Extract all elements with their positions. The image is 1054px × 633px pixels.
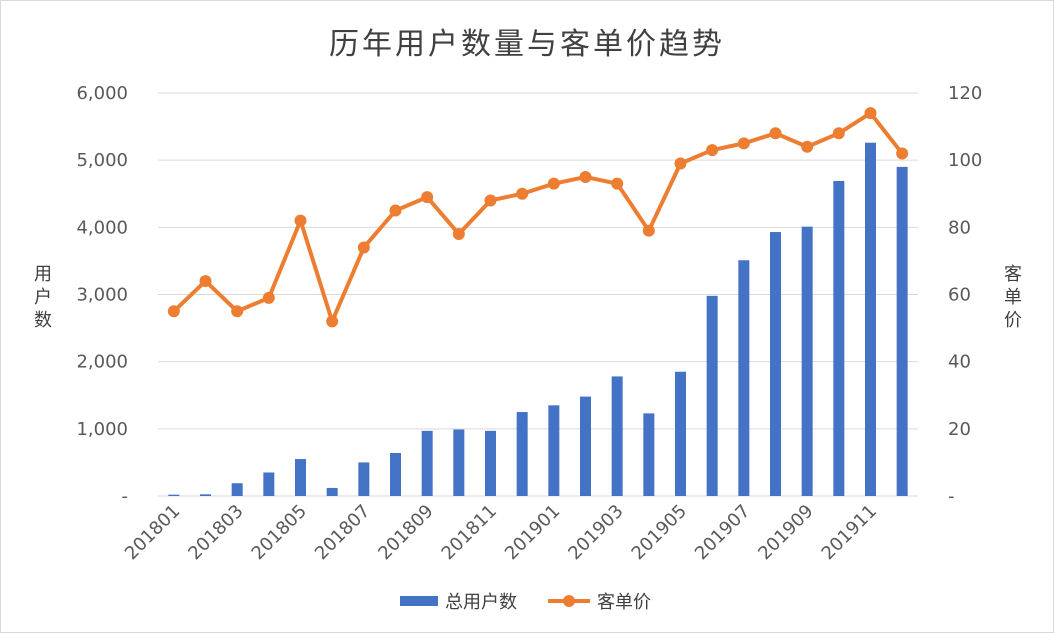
x-tick-label: 201901 [501, 501, 564, 564]
bar [611, 376, 623, 496]
line-point [167, 305, 180, 318]
bar-series-total-users [168, 142, 908, 496]
line-point [896, 147, 909, 160]
left-axis-ticks: - 1,000 2,000 3,000 4,000 5,000 6,000 [76, 83, 128, 507]
right-tick-label: 20 [948, 419, 971, 440]
x-tick-label: 201903 [564, 501, 627, 564]
line-point [294, 214, 307, 227]
bar [833, 180, 845, 496]
axis-title-char: 数 [34, 310, 52, 331]
bar [896, 166, 908, 496]
legend-swatch-marker [563, 595, 575, 607]
x-tick-label: 201807 [311, 501, 374, 564]
line-point [199, 275, 212, 288]
bar [770, 232, 781, 496]
legend-label-avg-price: 客单价 [597, 592, 651, 613]
line-point [357, 241, 370, 254]
left-tick-label: 6,000 [76, 83, 128, 104]
x-tick-label: 201805 [248, 501, 311, 564]
bar [706, 295, 718, 496]
line-point [452, 228, 465, 241]
x-axis-ticks: 201801 201803 201805 201807 201809 201811 2019… [121, 501, 881, 564]
line-point [769, 127, 782, 140]
left-tick-label: 4,000 [76, 217, 128, 238]
left-axis-title: 用户数 [34, 264, 52, 331]
chart-title: 历年用户数量与客单价趋势 [329, 27, 725, 62]
bar [580, 396, 591, 496]
line-point [611, 177, 624, 190]
line-point [706, 144, 719, 157]
bar [485, 430, 496, 496]
legend-swatch-bar [400, 596, 438, 606]
right-tick-label: - [948, 486, 955, 507]
right-tick-label: 80 [948, 217, 971, 238]
axis-title-char: 单 [1004, 287, 1022, 308]
line-point [547, 177, 560, 190]
legend: 总用户数 客单价 [400, 592, 651, 613]
bar [231, 483, 243, 496]
left-tick-label: 1,000 [76, 419, 128, 440]
line-point [389, 204, 402, 217]
x-tick-label: 201803 [184, 501, 247, 564]
x-tick-label: 201809 [374, 501, 437, 564]
bar [548, 405, 560, 496]
bar [738, 260, 750, 496]
right-tick-label: 60 [948, 285, 971, 306]
line-point [231, 305, 244, 318]
bar [263, 472, 275, 496]
line-point [484, 194, 497, 207]
line-point [516, 187, 529, 200]
right-tick-label: 40 [948, 352, 971, 373]
legend-label-total-users: 总用户数 [445, 592, 517, 613]
gridlines [158, 92, 918, 497]
x-tick-label: 201905 [628, 501, 691, 564]
bar [168, 494, 180, 496]
bar [200, 494, 211, 496]
axis-title-char: 价 [1004, 310, 1022, 331]
line-point [737, 137, 750, 150]
axis-title-char: 用 [34, 264, 52, 285]
left-tick-label: - [122, 486, 129, 507]
bar [358, 462, 370, 496]
right-tick-label: 100 [948, 150, 982, 171]
bar [865, 142, 876, 496]
line-point [801, 140, 814, 153]
right-axis-title: 客单价 [1004, 264, 1022, 331]
x-tick-label: 201811 [438, 501, 501, 564]
line-point [262, 291, 275, 304]
axis-title-char: 户 [34, 287, 52, 308]
line-point [421, 191, 434, 204]
bar [390, 453, 401, 496]
x-tick-label: 201909 [754, 501, 817, 564]
line-point [832, 127, 845, 140]
line-point [326, 315, 339, 328]
line-series-avg-price [167, 107, 909, 328]
right-tick-label: 120 [948, 83, 982, 104]
x-tick-label: 201801 [121, 501, 184, 564]
series-line [172, 111, 904, 324]
left-tick-label: 3,000 [76, 285, 128, 306]
right-axis-ticks: - 20 40 60 80 100 120 [948, 83, 982, 507]
bar [516, 412, 528, 496]
bar [675, 371, 686, 496]
left-tick-label: 2,000 [76, 352, 128, 373]
axis-title-char: 客 [1004, 264, 1022, 285]
line-point [674, 157, 687, 170]
left-tick-label: 5,000 [76, 150, 128, 171]
bar [295, 459, 306, 496]
bar [643, 413, 655, 496]
bar [453, 429, 465, 496]
x-tick-label: 201907 [691, 501, 754, 564]
line-point [579, 170, 592, 183]
bar [801, 226, 813, 496]
bar [421, 430, 433, 496]
line-point [864, 107, 877, 120]
line-point [642, 224, 655, 237]
bar [326, 487, 338, 496]
x-tick-label: 201911 [818, 501, 881, 564]
